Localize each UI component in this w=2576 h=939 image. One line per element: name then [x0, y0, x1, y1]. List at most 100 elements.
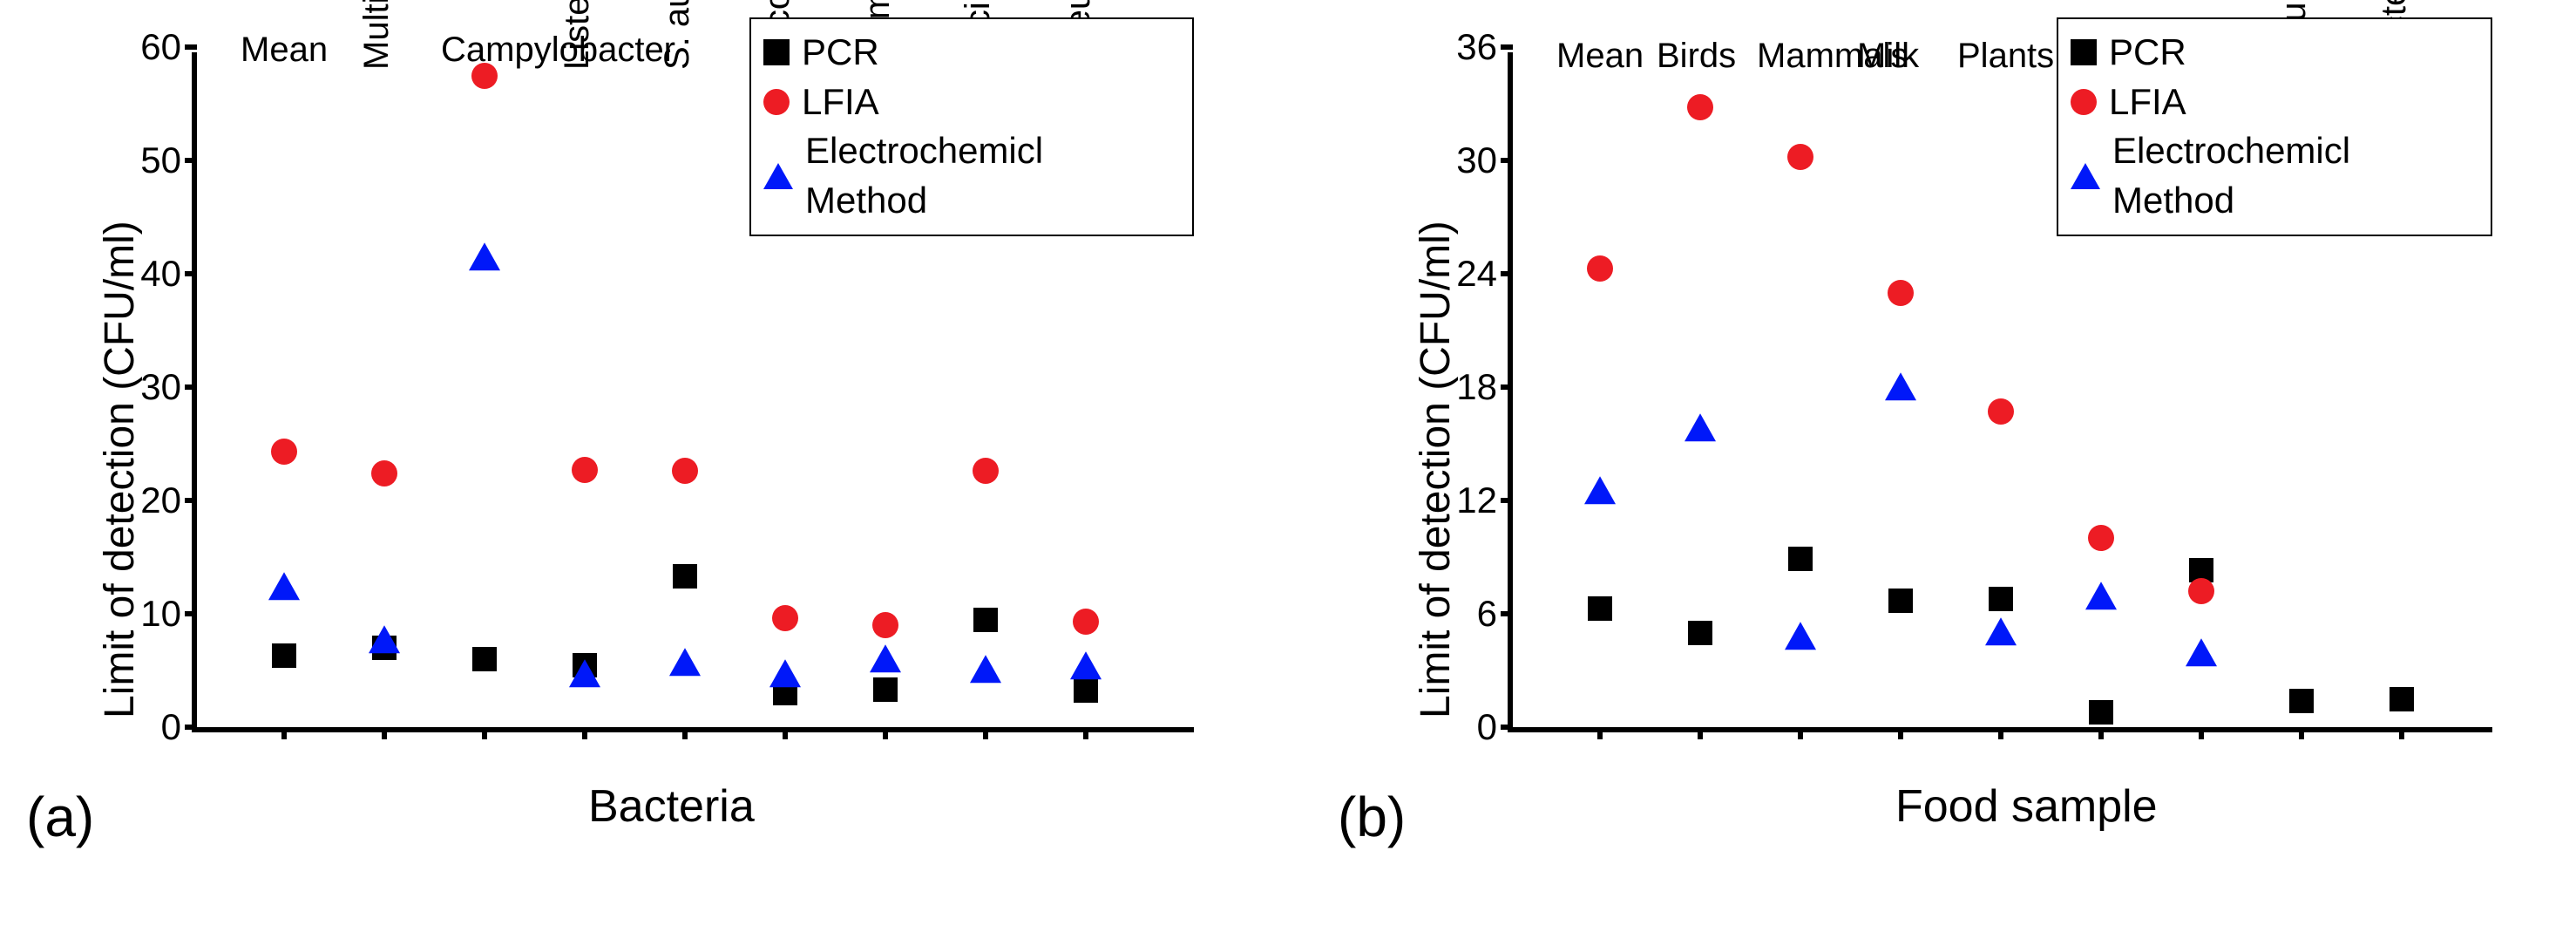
data-point-elec	[569, 659, 600, 687]
data-point-elec	[669, 648, 701, 676]
data-point-elec	[469, 242, 500, 270]
ytick-mark	[1501, 498, 1513, 503]
data-point-elec	[369, 625, 400, 653]
ylabel-b: Limit of detection (CFU/ml)	[1412, 221, 1460, 719]
legend-item: PCR	[2071, 28, 2473, 78]
data-point-pcr	[2390, 687, 2414, 711]
legend-marker-pcr	[2071, 39, 2097, 65]
data-point-elec	[1070, 651, 1102, 679]
ytick-mark	[185, 384, 197, 390]
data-point-lfia	[1687, 94, 1713, 120]
data-point-elec	[1885, 372, 1916, 400]
legend-item: Electrochemicl Method	[763, 126, 1175, 225]
ytick-mark	[185, 498, 197, 503]
legend-item: LFIA	[763, 78, 1175, 127]
data-point-pcr	[1074, 678, 1098, 703]
data-point-lfia	[1888, 280, 1914, 306]
ytick-mark	[185, 611, 197, 616]
xtick-mark	[382, 727, 387, 739]
legend-item: LFIA	[2071, 78, 2473, 127]
xtick-mark	[1998, 727, 2003, 739]
data-point-elec	[970, 655, 1001, 683]
legend-marker-lfia	[763, 89, 790, 115]
legend-item: PCR	[763, 28, 1175, 78]
data-point-lfia	[1988, 398, 2014, 425]
xtick-mark	[1698, 727, 1703, 739]
category-label: S. aureus	[658, 0, 697, 70]
ytick-mark	[1501, 725, 1513, 730]
data-point-lfia	[973, 458, 999, 484]
data-point-lfia	[1787, 144, 1813, 170]
legend-label: LFIA	[802, 78, 879, 127]
data-point-pcr	[2089, 700, 2113, 725]
xtick-mark	[2199, 727, 2204, 739]
data-point-pcr	[2289, 689, 2314, 713]
xtick-mark	[1898, 727, 1903, 739]
data-point-pcr	[1688, 621, 1712, 645]
ytick-mark	[1501, 611, 1513, 616]
figure-root: 0102030405060MeanMultiplexCampylobacterL…	[0, 0, 2576, 939]
legend-label: PCR	[2109, 28, 2186, 78]
xtick-mark	[2299, 727, 2304, 739]
data-point-pcr	[1888, 589, 1913, 613]
category-label: Listeria	[558, 0, 597, 70]
ytick-mark	[185, 271, 197, 276]
sublabel-b: (b)	[1338, 785, 1406, 849]
ytick-mark	[185, 725, 197, 730]
xtick-mark	[281, 727, 287, 739]
legend-a: PCRLFIAElectrochemicl Method	[749, 17, 1194, 236]
category-label: Mean	[241, 31, 328, 70]
xtick-mark	[482, 727, 487, 739]
data-point-lfia	[2188, 578, 2214, 604]
xlabel-b: Food sample	[1895, 780, 2158, 833]
data-point-elec	[2085, 582, 2117, 609]
xtick-mark	[883, 727, 888, 739]
legend-label: PCR	[802, 28, 879, 78]
data-point-pcr	[1588, 596, 1612, 621]
data-point-pcr	[472, 647, 497, 671]
legend-marker-elec	[763, 163, 793, 189]
data-point-elec	[1985, 618, 2017, 646]
ytick-mark	[185, 158, 197, 163]
data-point-elec	[1785, 622, 1816, 650]
data-point-pcr	[272, 643, 296, 668]
xlabel-a: Bacteria	[588, 780, 755, 833]
data-point-lfia	[872, 612, 898, 638]
xtick-mark	[682, 727, 688, 739]
data-point-lfia	[271, 439, 297, 465]
legend-marker-lfia	[2071, 89, 2097, 115]
data-point-pcr	[1788, 547, 1813, 571]
legend-item: Electrochemicl Method	[2071, 126, 2473, 225]
data-point-elec	[2186, 638, 2217, 666]
xtick-mark	[983, 727, 988, 739]
data-point-pcr	[973, 608, 998, 632]
data-point-pcr	[673, 564, 697, 589]
xtick-mark	[2098, 727, 2104, 739]
data-point-pcr	[873, 677, 898, 702]
legend-label: Electrochemicl Method	[805, 126, 1175, 225]
sublabel-a: (a)	[26, 785, 94, 849]
xtick-mark	[582, 727, 587, 739]
data-point-lfia	[772, 605, 798, 631]
legend-marker-pcr	[763, 39, 790, 65]
data-point-lfia	[1073, 609, 1099, 635]
ytick-mark	[1501, 44, 1513, 50]
data-point-pcr	[1989, 587, 2013, 611]
panel-b: 061218243036MeanBirdsMammalsMilkPlantsFi…	[1508, 52, 2492, 732]
data-point-lfia	[2088, 525, 2114, 551]
data-point-elec	[769, 659, 801, 687]
category-label: Milk	[1857, 37, 1919, 76]
legend-label: LFIA	[2109, 78, 2186, 127]
data-point-lfia	[1587, 255, 1613, 282]
data-point-elec	[870, 644, 901, 672]
xtick-mark	[1597, 727, 1603, 739]
xtick-mark	[1798, 727, 1803, 739]
category-label: Multiplex	[357, 0, 397, 70]
legend-label: Electrochemicl Method	[2112, 126, 2473, 225]
xtick-mark	[783, 727, 788, 739]
category-label: Plants	[1957, 37, 2054, 76]
xtick-mark	[1083, 727, 1088, 739]
ylabel-a: Limit of detection (CFU/ml)	[96, 221, 144, 719]
category-label: Mean	[1556, 37, 1644, 76]
ytick-mark	[1501, 158, 1513, 163]
